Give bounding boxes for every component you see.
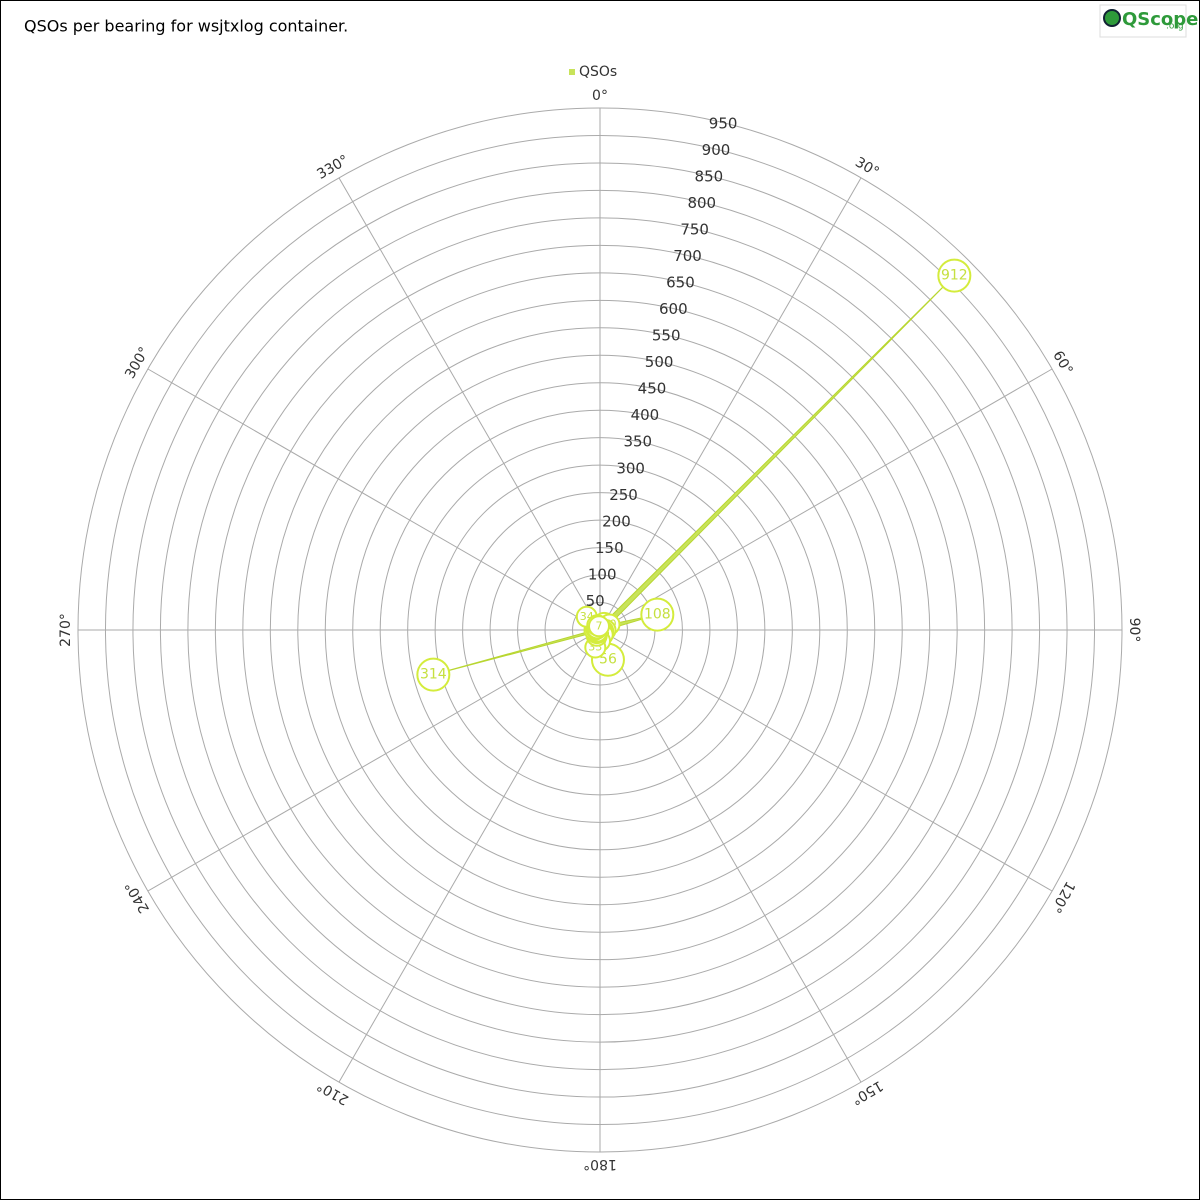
logo-icon <box>1103 9 1121 27</box>
r-tick-label: 950 <box>709 114 738 132</box>
r-tick-label: 150 <box>595 539 624 557</box>
grid-spoke <box>147 368 601 631</box>
data-label: 912 <box>941 268 968 284</box>
point <box>937 258 972 293</box>
point <box>640 597 675 632</box>
angle-tick-label: 90° <box>1126 618 1142 643</box>
r-tick-label: 550 <box>652 327 681 345</box>
data-label: 7 <box>596 619 603 632</box>
r-tick-label: 400 <box>631 406 660 424</box>
grid-spoke <box>599 629 862 1083</box>
angle-tick-label: 0° <box>592 88 608 104</box>
r-tick-label: 700 <box>673 247 702 265</box>
data-label: 314 <box>420 667 447 683</box>
logo-text: QScope <box>1122 9 1198 30</box>
legend-label: QSOs <box>579 64 617 80</box>
r-tick-label: 900 <box>702 141 731 159</box>
point <box>588 615 611 638</box>
grid-spoke <box>599 368 1053 631</box>
legend-swatch <box>569 69 575 75</box>
r-tick-label: 600 <box>659 300 688 318</box>
chart-title: QSOs per bearing for wsjtxlog container. <box>24 17 348 36</box>
r-tick-label: 500 <box>645 353 674 371</box>
r-tick-label: 750 <box>680 220 709 238</box>
grid-spoke <box>338 629 601 1083</box>
r-tick-label: 200 <box>602 512 631 530</box>
r-tick-label: 300 <box>616 459 645 477</box>
logo-suffix: .org <box>1166 22 1184 32</box>
r-tick-label: 650 <box>666 274 695 292</box>
r-tick-label: 50 <box>586 592 605 610</box>
angle-tick-label: 270° <box>58 613 74 647</box>
data-label: 56 <box>599 652 617 668</box>
grid-spoke <box>147 629 601 892</box>
r-tick-label: 850 <box>695 167 724 185</box>
grid-spoke <box>599 177 862 631</box>
point <box>416 657 451 692</box>
r-tick-label: 350 <box>623 433 652 451</box>
grid-spoke <box>599 629 1053 892</box>
r-tick-label: 250 <box>609 486 638 504</box>
data-label: 108 <box>644 607 671 623</box>
r-tick-label: 450 <box>638 380 667 398</box>
r-tick-label: 800 <box>687 194 716 212</box>
logo: QScope .org <box>1099 4 1198 38</box>
r-tick-label: 100 <box>588 565 617 583</box>
grid-spoke <box>338 177 601 631</box>
angle-tick-label: 180° <box>583 1156 617 1172</box>
